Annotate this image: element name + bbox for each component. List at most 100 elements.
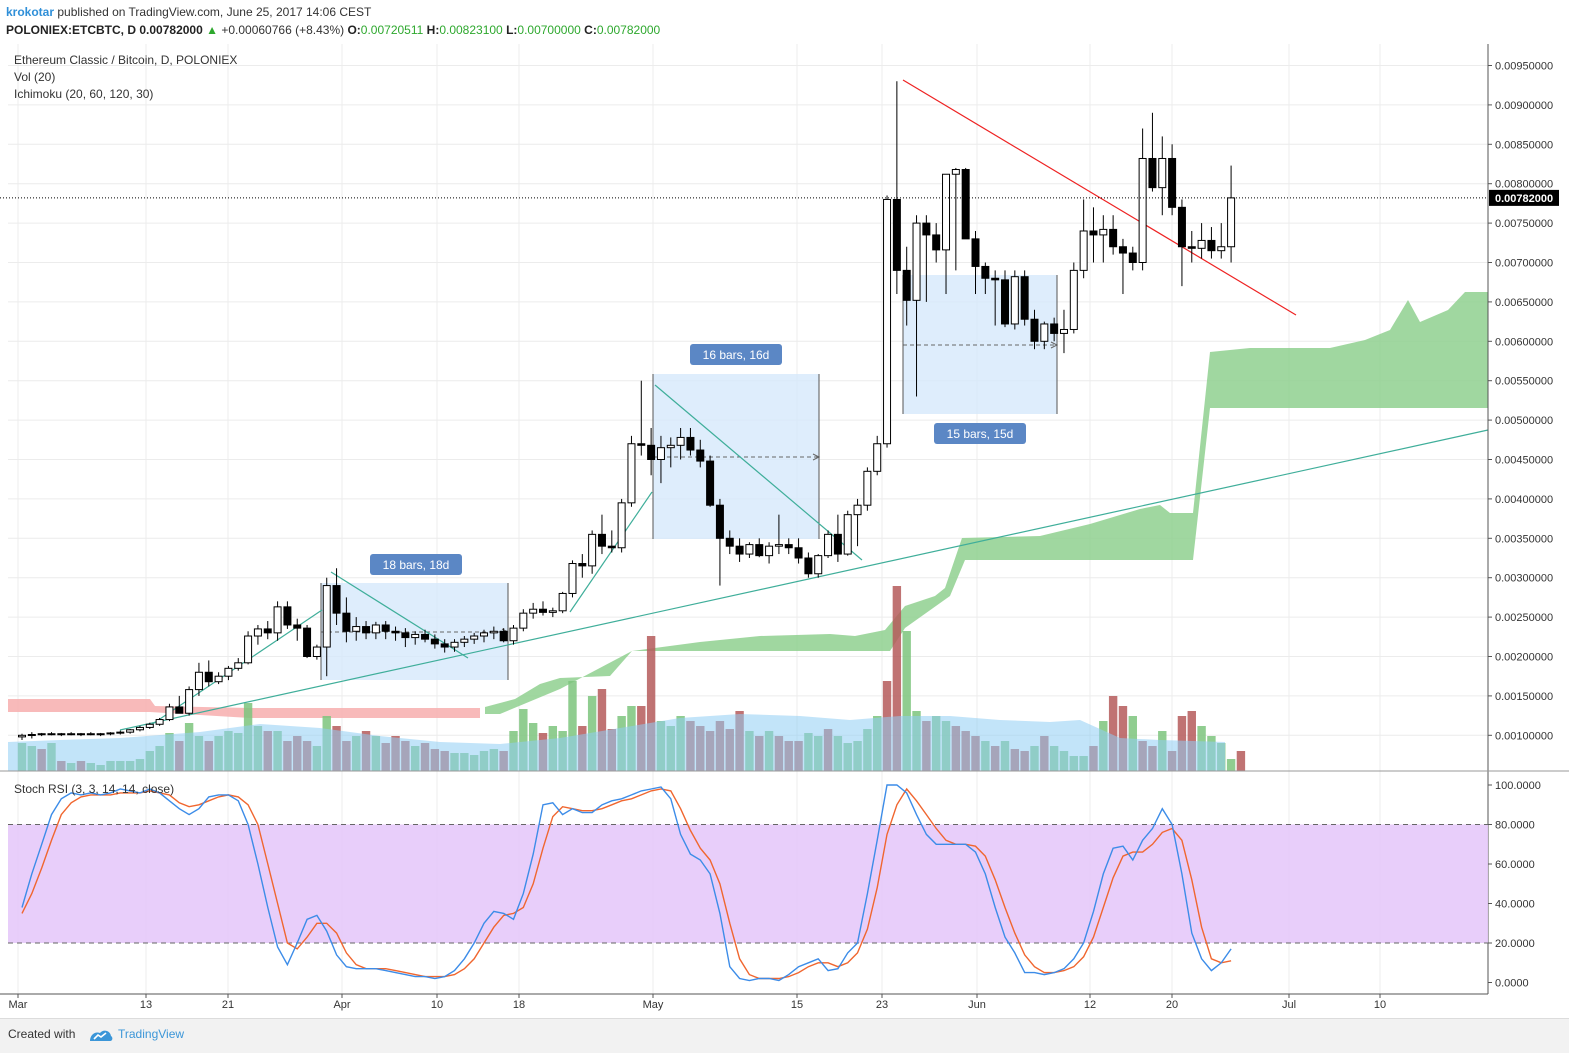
- candle-body: [902, 269, 911, 301]
- price-tick-label: 0.00250000: [1495, 612, 1553, 624]
- candle-body: [912, 222, 921, 301]
- stoch-k-line: [21, 784, 1232, 982]
- price-tick-label: 0.00200000: [1495, 652, 1553, 664]
- candle-body: [784, 544, 793, 549]
- candle-body: [135, 726, 144, 731]
- range-label: 16 bars, 16d: [690, 344, 782, 365]
- price-tick-label: 0.00300000: [1495, 573, 1553, 585]
- candle-body: [67, 733, 76, 736]
- candle-body: [234, 662, 243, 669]
- candle-body: [538, 608, 547, 613]
- symbol-label: POLONIEX:ETCBTC, D: [6, 23, 137, 37]
- range-label-text: 16 bars, 16d: [703, 348, 770, 362]
- candle-body: [1030, 318, 1039, 342]
- candle-body: [509, 627, 518, 642]
- candle-body: [489, 630, 498, 634]
- range-label-text: 15 bars, 15d: [947, 427, 1014, 441]
- candle-body: [1138, 157, 1147, 263]
- ichimoku-legend: Ichimoku (20, 60, 120, 30): [14, 87, 153, 101]
- candle-body: [1187, 246, 1196, 249]
- range-label-bg: [370, 554, 462, 575]
- trendline-green-3: [569, 491, 653, 613]
- candle-body: [637, 443, 646, 446]
- price-tick-label: 0.00700000: [1495, 258, 1553, 270]
- stoch-rsi-pane: 100.0000 80.0000 60.0000 40.0000 20.0000 0.00…: [8, 780, 1541, 990]
- candle-body: [735, 545, 744, 555]
- candle-body: [991, 277, 1000, 281]
- stoch-tick-label: 100.0000: [1495, 780, 1541, 792]
- volume-bar: [519, 709, 528, 771]
- candle-body: [352, 626, 361, 632]
- candle-body: [411, 633, 420, 639]
- candle-body: [1109, 228, 1118, 248]
- candle-body: [381, 624, 390, 632]
- candle-body: [1079, 230, 1088, 271]
- price-tick-label: 0.00850000: [1495, 139, 1553, 151]
- candle-body: [499, 630, 508, 642]
- candle-body: [165, 706, 174, 721]
- candle-body: [27, 734, 36, 737]
- candle-body: [981, 265, 990, 279]
- trendline-green-4: [654, 384, 863, 561]
- stoch-tick-label: 60.0000: [1495, 859, 1535, 871]
- stoch-tick-label: 20.0000: [1495, 938, 1535, 950]
- candle-body: [597, 533, 606, 547]
- price-tick-label: 0.00450000: [1495, 455, 1553, 467]
- candle-body: [755, 544, 764, 557]
- author-link[interactable]: krokotar: [6, 5, 55, 19]
- candle-body: [774, 544, 783, 547]
- time-tick-label: 13: [140, 999, 152, 1011]
- trendline-red: [902, 79, 1297, 316]
- tradingview-link[interactable]: TradingView: [118, 1027, 185, 1041]
- candle-body: [106, 732, 115, 735]
- candle-body: [421, 633, 430, 640]
- candle-body: [126, 729, 135, 733]
- low-value: 0.00700000: [517, 23, 581, 37]
- candle-body: [1148, 157, 1157, 189]
- candle-body: [371, 624, 380, 634]
- close-label: C:: [584, 23, 597, 37]
- candle-body: [656, 447, 665, 460]
- candle-body: [450, 641, 459, 648]
- candle-body: [57, 733, 66, 736]
- stoch-tick-label: 40.0000: [1495, 899, 1535, 911]
- price-tick-label: 0.00600000: [1495, 336, 1553, 348]
- time-tick-label: May: [643, 999, 664, 1011]
- candle-body: [194, 671, 203, 691]
- candle-body: [263, 628, 272, 634]
- candle-body: [725, 537, 734, 547]
- candle-body: [588, 533, 597, 567]
- candle-body: [1059, 328, 1068, 334]
- candle-body: [1227, 197, 1236, 248]
- up-arrow-icon: ▲: [206, 23, 218, 37]
- candle-body: [362, 626, 371, 634]
- candle-body: [244, 635, 253, 664]
- candle-body: [480, 632, 489, 637]
- low-label: L:: [506, 23, 518, 37]
- candle-body: [971, 238, 980, 267]
- candle-body: [529, 608, 538, 614]
- candle-body: [853, 504, 862, 516]
- candle-body: [86, 733, 95, 736]
- candle-body: [96, 733, 105, 736]
- candle-body: [440, 643, 449, 648]
- candle-body: [824, 533, 833, 557]
- quote-line: POLONIEX:ETCBTC, D 0.00782000 ▲ +0.00060…: [6, 21, 660, 39]
- candle-body: [607, 545, 616, 549]
- candle-body: [1197, 239, 1206, 249]
- open-value: 0.00720511: [360, 23, 424, 37]
- candle-body: [686, 436, 695, 451]
- candle-body: [303, 627, 312, 658]
- candle-body: [116, 731, 125, 734]
- time-tick-label: Jun: [968, 999, 986, 1011]
- candle-body: [1168, 157, 1177, 208]
- chart-header: krokotar published on TradingView.com, J…: [6, 3, 660, 39]
- tradingview-logo-icon: [90, 1030, 113, 1041]
- publish-info: published on TradingView.com, June 25, 2…: [57, 5, 372, 19]
- volume-legend: Vol (20): [14, 70, 55, 84]
- volume-bar: [892, 586, 902, 771]
- price-tick-label: 0.00500000: [1495, 415, 1553, 427]
- price-tick-label: 0.00950000: [1495, 61, 1553, 73]
- candle-body: [1020, 276, 1029, 320]
